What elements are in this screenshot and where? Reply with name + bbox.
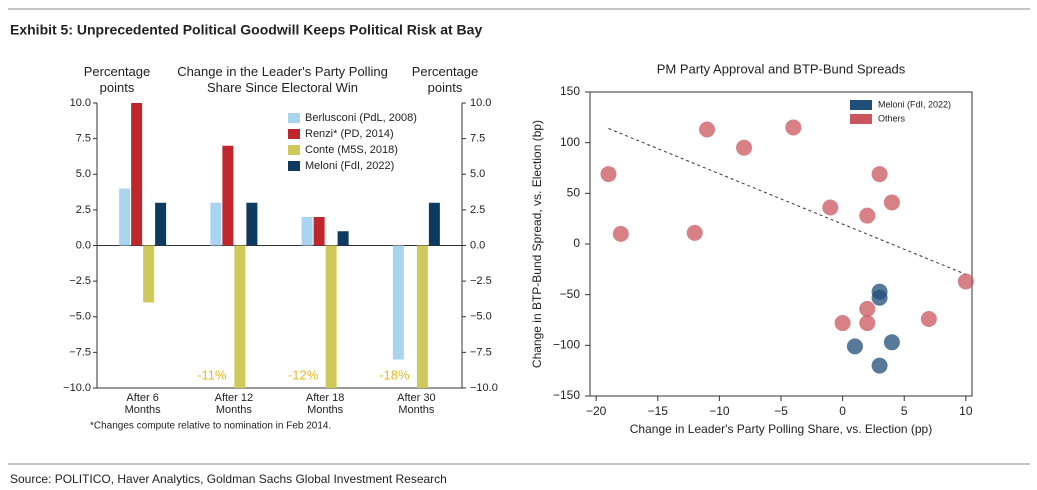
- legend-label: Berlusconi (PdL, 2008): [305, 112, 417, 124]
- y2-tick-label: −5.0: [470, 311, 492, 323]
- point: [883, 194, 900, 211]
- trendline: [608, 128, 967, 275]
- point: [834, 315, 851, 332]
- legend-label: Conte (M5S, 2018): [305, 144, 398, 156]
- point: [612, 225, 629, 242]
- x-tick-label: −5: [774, 404, 788, 418]
- y-tick-label: 0: [573, 236, 580, 250]
- legend-swatch: [288, 113, 300, 123]
- point: [920, 310, 937, 327]
- point: [859, 315, 876, 332]
- x-tick-label: 10: [959, 404, 973, 418]
- point: [785, 119, 802, 136]
- bar: [325, 245, 337, 388]
- bar: [313, 217, 325, 246]
- legend-swatch: [288, 129, 300, 139]
- y-tick-label: −100: [553, 338, 580, 352]
- y2-tick-label: 7.5: [470, 133, 485, 145]
- bar: [234, 245, 246, 388]
- legend-label: Others: [878, 113, 906, 123]
- bar: [301, 217, 313, 246]
- y-tick-label: 150: [560, 84, 580, 98]
- legend-swatch: [850, 114, 872, 124]
- legend-swatch: [288, 161, 300, 171]
- point: [686, 224, 703, 241]
- x-tick-label: After 6 Months: [124, 392, 161, 416]
- y-tick-label: −5.0: [69, 311, 91, 323]
- x-tick-label: After 12 Months: [214, 392, 254, 416]
- y-axis-label: Change in BTP-Bund Spread, vs. Election …: [530, 120, 544, 368]
- y-tick-label: 0.0: [76, 239, 91, 251]
- note: *Changes compute relative to nomination …: [90, 421, 331, 432]
- point: [871, 166, 888, 183]
- legend-swatch: [850, 100, 872, 110]
- y-tick-label: −2.5: [69, 275, 91, 287]
- value-label: -12%: [288, 367, 319, 382]
- point: [871, 289, 888, 306]
- chart-title: Change in the Leader's Party Polling Sha…: [177, 64, 388, 95]
- point: [883, 334, 900, 351]
- y-tick-label: −7.5: [69, 346, 91, 358]
- bar: [119, 188, 131, 246]
- point: [957, 273, 974, 290]
- x-tick-label: −15: [648, 404, 669, 418]
- legend-label: Renzi* (PD, 2014): [305, 128, 394, 140]
- y-tick-label: −150: [553, 388, 580, 402]
- legend-label: Meloni (FdI, 2022): [878, 99, 951, 109]
- y-tick-label: 2.5: [76, 204, 91, 216]
- frame: [589, 91, 973, 397]
- bar: [416, 245, 428, 388]
- x-tick-label: −20: [586, 404, 607, 418]
- y2-tick-label: 5.0: [470, 168, 485, 180]
- bar: [155, 202, 167, 246]
- legend-label: Meloni (FdI, 2022): [305, 160, 394, 172]
- y-axis-label: Percentage points: [83, 64, 151, 95]
- y2-tick-label: −2.5: [470, 275, 492, 287]
- value-label: -18%: [379, 367, 410, 382]
- y-tick-label: 10.0: [70, 97, 91, 109]
- y-tick-label: 50: [567, 186, 581, 200]
- y-tick-label: −10.0: [63, 382, 91, 394]
- point: [846, 338, 863, 355]
- y2-tick-label: 0.0: [470, 239, 485, 251]
- bar: [392, 245, 404, 360]
- x-tick-label: After 30 Months: [397, 392, 436, 416]
- source: Source: POLITICO, Haver Analytics, Goldm…: [10, 472, 447, 486]
- y2-tick-label: −10.0: [470, 382, 498, 394]
- x-tick-label: 0: [839, 404, 846, 418]
- x-tick-label: After 18 Months: [305, 392, 345, 416]
- y2-tick-label: 2.5: [470, 204, 485, 216]
- y2-tick-label: 10.0: [470, 97, 491, 109]
- point: [859, 300, 876, 317]
- bar: [428, 202, 440, 246]
- bar: [246, 202, 258, 246]
- legend-swatch: [288, 145, 300, 155]
- y-tick-label: 5.0: [76, 168, 91, 180]
- point: [736, 139, 753, 156]
- y-tick-label: −50: [560, 287, 581, 301]
- header-title: Exhibit 5: Unprecedented Political Goodw…: [10, 22, 482, 38]
- x-tick-label: −10: [709, 404, 730, 418]
- x-tick-label: 5: [901, 404, 908, 418]
- y-tick-label: 100: [560, 135, 580, 149]
- bar: [222, 145, 234, 246]
- y-tick-label: 7.5: [76, 133, 91, 145]
- bar: [337, 231, 349, 246]
- bar: [210, 202, 222, 246]
- value-label: -11%: [197, 367, 227, 382]
- point: [699, 121, 716, 138]
- chart-title: PM Party Approval and BTP-Bund Spreads: [657, 61, 906, 76]
- point: [859, 207, 876, 224]
- point: [871, 357, 888, 374]
- bar: [131, 103, 143, 246]
- y2-tick-label: −7.5: [470, 346, 492, 358]
- bar: [143, 245, 155, 303]
- x-axis-label: Change in Leader's Party Polling Share, …: [630, 422, 932, 436]
- point: [822, 199, 839, 216]
- point: [600, 166, 617, 183]
- y2-axis-label: Percentage points: [411, 64, 479, 95]
